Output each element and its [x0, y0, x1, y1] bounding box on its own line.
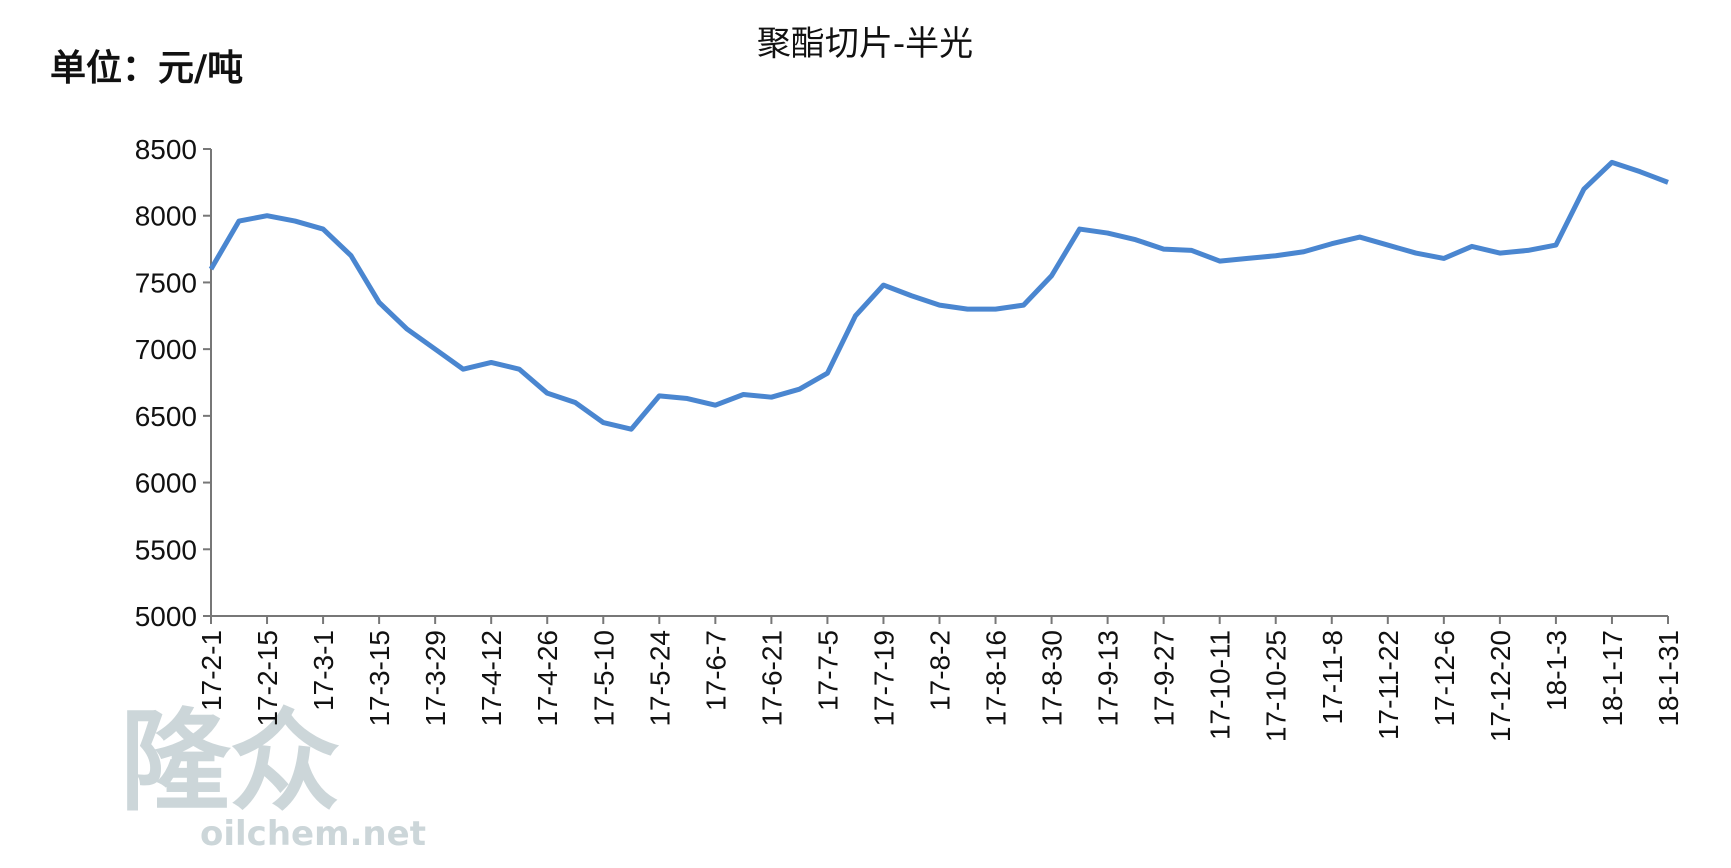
- x-tick-label: 17-5-24: [644, 630, 675, 727]
- watermark-logo: 隆众: [120, 698, 340, 826]
- x-tick-label: 17-8-2: [925, 630, 956, 711]
- x-tick-label: 17-5-10: [588, 630, 619, 727]
- y-tick-label: 7000: [135, 334, 197, 365]
- x-tick-label: 17-3-29: [420, 630, 451, 727]
- x-tick-label: 17-8-30: [1037, 630, 1068, 727]
- x-tick-label: 17-4-26: [532, 630, 563, 727]
- x-tick-label: 17-9-13: [1093, 630, 1124, 727]
- y-tick-label: 5000: [135, 601, 197, 632]
- x-tick-label: 18-1-3: [1541, 630, 1572, 711]
- x-tick-label: 17-8-16: [981, 630, 1012, 727]
- y-tick-label: 5500: [135, 534, 197, 565]
- x-tick-label: 17-2-1: [196, 630, 227, 711]
- x-tick-label: 17-4-12: [476, 630, 507, 727]
- y-tick-label: 7500: [135, 267, 197, 298]
- y-tick-label: 6000: [135, 468, 197, 499]
- y-tick-label: 8000: [135, 201, 197, 232]
- x-tick-label: 17-12-20: [1485, 630, 1516, 742]
- x-tick-label: 17-2-15: [252, 630, 283, 727]
- x-tick-label: 17-10-11: [1205, 630, 1236, 740]
- x-tick-label: 17-3-15: [364, 630, 395, 727]
- y-tick-label: 8500: [135, 134, 197, 165]
- x-tick-label: 17-10-25: [1261, 630, 1292, 742]
- x-tick-label: 17-7-5: [812, 630, 843, 711]
- x-tick-label: 17-11-8: [1317, 630, 1348, 724]
- x-tick-label: 17-11-22: [1373, 630, 1404, 740]
- x-tick-label: 17-6-21: [756, 630, 787, 727]
- watermark-url: oilchem.net: [200, 814, 426, 854]
- x-tick-label: 17-9-27: [1149, 630, 1180, 727]
- x-tick-label: 17-12-6: [1429, 630, 1460, 727]
- line-series: [208, 159, 1669, 432]
- x-tick-label: 17-7-19: [868, 630, 899, 727]
- x-tick-label: 18-1-31: [1653, 630, 1684, 727]
- x-tick-label: 18-1-17: [1597, 630, 1628, 727]
- y-tick-label: 6500: [135, 401, 197, 432]
- chart-title: 聚酯切片-半光: [757, 24, 973, 64]
- x-tick-label: 17-3-1: [308, 630, 339, 711]
- unit-label: 单位：元/吨: [50, 48, 243, 89]
- x-tick-label: 17-6-7: [700, 630, 731, 711]
